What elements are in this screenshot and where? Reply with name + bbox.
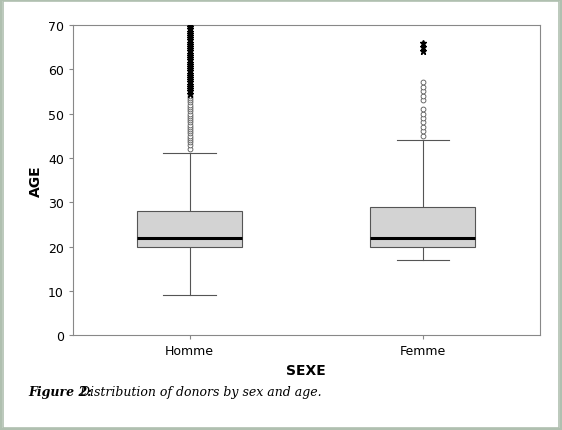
- X-axis label: SEXE: SEXE: [287, 363, 326, 377]
- Text: Figure 2:: Figure 2:: [28, 385, 92, 398]
- Text: Distribution of donors by sex and age.: Distribution of donors by sex and age.: [76, 385, 321, 398]
- Bar: [370, 207, 475, 247]
- Bar: [137, 212, 242, 247]
- Y-axis label: AGE: AGE: [29, 165, 43, 197]
